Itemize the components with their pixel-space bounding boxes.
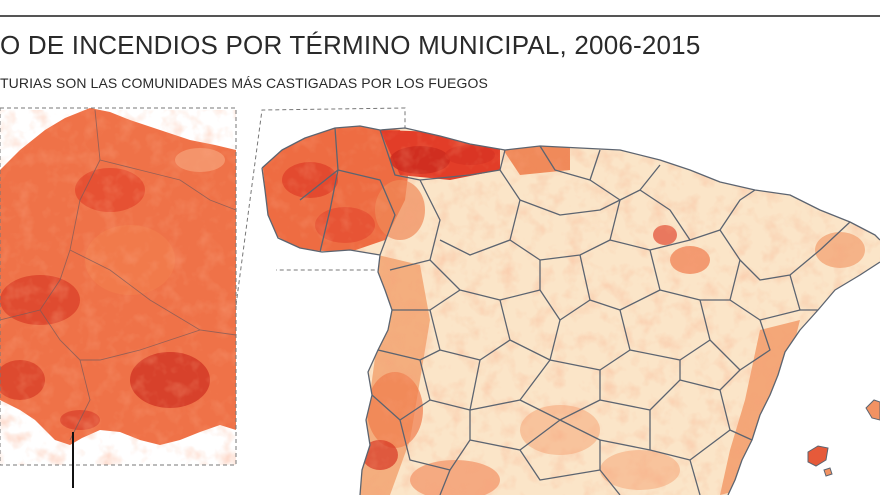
top-rule xyxy=(0,15,880,17)
island-ibiza xyxy=(807,445,829,467)
map-title: O DE INCENDIOS POR TÉRMINO MUNICIPAL, 20… xyxy=(0,30,701,60)
island-mallorca-partial xyxy=(865,399,880,421)
map-subtitle: TURIAS SON LAS COMUNIDADES MÁS CASTIGADA… xyxy=(0,75,488,91)
province-borders xyxy=(261,125,880,495)
inset-connector-lines xyxy=(235,107,406,306)
balearic-islands xyxy=(807,399,880,477)
island-formentera xyxy=(823,467,833,477)
galicia-inset xyxy=(0,107,237,466)
